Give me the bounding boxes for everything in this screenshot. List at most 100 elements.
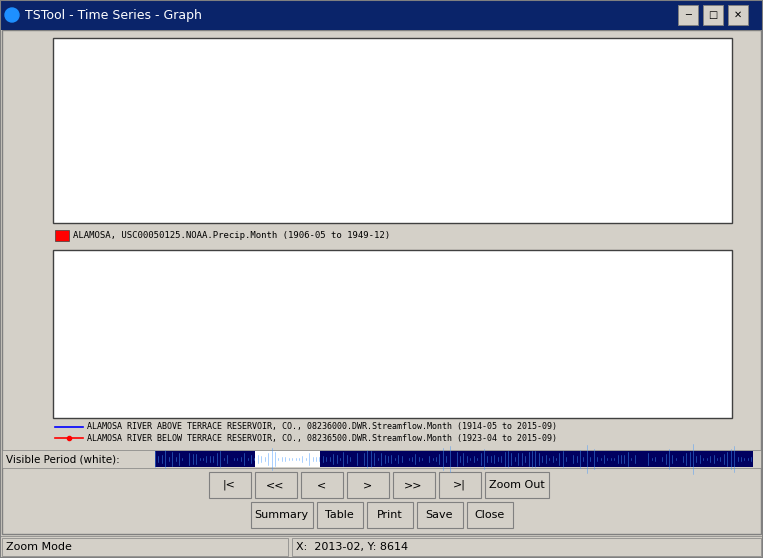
Bar [443, 201, 448, 221]
Bar [379, 215, 385, 221]
Bar [351, 70, 357, 221]
Circle shape [5, 8, 19, 22]
Text: Save: Save [426, 510, 453, 520]
Bar [253, 215, 258, 221]
Bar [466, 502, 513, 528]
Bar [611, 197, 617, 221]
Bar [728, 5, 748, 25]
Text: <: < [317, 480, 326, 490]
Title: Streamflow: Streamflow [346, 244, 439, 262]
Bar [618, 209, 624, 221]
Bar [485, 195, 491, 221]
Title: Precipitation: Precipitation [340, 34, 444, 52]
Bar [520, 114, 526, 221]
Bar [55, 230, 69, 241]
Bar [498, 207, 504, 221]
Bar [555, 209, 561, 221]
Bar [696, 213, 701, 221]
Bar [414, 169, 420, 221]
Bar [259, 213, 266, 221]
Bar [421, 189, 427, 221]
Bar [506, 201, 511, 221]
Text: □: □ [708, 10, 718, 20]
Bar [288, 205, 294, 221]
Text: ALAMOSA, USC00050125.NOAA.Precip.Month (1906-05 to 1949-12): ALAMOSA, USC00050125.NOAA.Precip.Month (… [73, 232, 390, 240]
Bar [407, 197, 413, 221]
Bar [217, 213, 223, 221]
Bar [513, 177, 518, 221]
Bar [569, 209, 575, 221]
Text: X:  2013-02, Y: 8614: X: 2013-02, Y: 8614 [296, 542, 408, 552]
Text: Table: Table [325, 510, 354, 520]
Bar [417, 502, 462, 528]
Text: |<: |< [223, 480, 236, 490]
Bar [0, 536, 763, 558]
Bar [301, 472, 343, 498]
Bar [0, 0, 763, 30]
Bar [309, 217, 314, 221]
Bar [372, 213, 378, 221]
Bar [330, 181, 336, 221]
Bar [196, 189, 202, 221]
Bar [154, 175, 159, 221]
Bar [491, 145, 497, 221]
Bar [337, 189, 343, 221]
Bar [366, 502, 413, 528]
Bar [98, 203, 104, 221]
Bar [246, 185, 251, 221]
Bar [189, 215, 195, 221]
Bar [112, 213, 118, 221]
Bar [688, 215, 694, 221]
Bar [168, 207, 174, 221]
Bar [250, 502, 313, 528]
Text: >>: >> [404, 480, 423, 490]
Bar [548, 209, 554, 221]
Text: IN: IN [54, 49, 65, 59]
Bar [526, 175, 533, 221]
Bar [161, 169, 167, 221]
Bar [295, 207, 301, 221]
Bar [678, 5, 698, 25]
Bar [323, 167, 329, 221]
Bar [703, 5, 723, 25]
Bar [211, 207, 216, 221]
Bar [625, 211, 631, 221]
Bar [53, 38, 732, 223]
Text: Visible Period (white):: Visible Period (white): [6, 454, 120, 464]
Bar [2, 450, 761, 468]
Bar [710, 217, 715, 221]
Bar [583, 211, 589, 221]
Text: >: > [363, 480, 372, 490]
Bar [175, 205, 181, 221]
Bar [255, 472, 297, 498]
Bar [478, 215, 483, 221]
Bar [346, 472, 388, 498]
Bar [91, 209, 97, 221]
Bar [182, 211, 188, 221]
Bar [365, 193, 371, 221]
Bar [646, 209, 652, 221]
Bar [485, 472, 549, 498]
Bar [393, 211, 399, 221]
Bar [681, 217, 687, 221]
Bar [140, 141, 146, 221]
Text: ALAMOSA RIVER BELOW TERRACE RESERVOIR, CO., 08236500.DWR.Streamflow.Month (1923-: ALAMOSA RIVER BELOW TERRACE RESERVOIR, C… [87, 434, 557, 442]
Bar [449, 179, 456, 221]
Bar [660, 207, 666, 221]
Bar [400, 217, 406, 221]
Text: >|: >| [453, 480, 466, 490]
Bar [358, 179, 364, 221]
Bar [255, 451, 320, 467]
Bar [292, 538, 761, 556]
Bar [534, 169, 539, 221]
Bar [126, 209, 132, 221]
Text: Zoom Out: Zoom Out [488, 480, 544, 490]
Text: Print: Print [377, 510, 402, 520]
Bar [597, 209, 603, 221]
Bar [576, 132, 581, 221]
Bar [301, 183, 307, 221]
Bar [147, 171, 153, 221]
Text: ─: ─ [685, 10, 691, 20]
Bar [53, 250, 732, 418]
Bar [471, 217, 476, 221]
